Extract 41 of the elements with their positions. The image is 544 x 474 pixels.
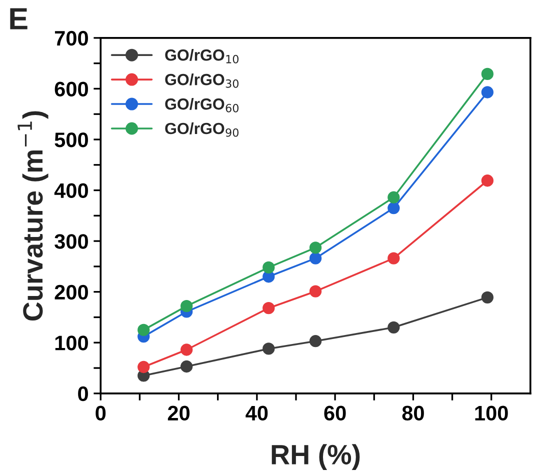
point	[138, 324, 150, 336]
point	[388, 252, 400, 264]
y-tick-label: 600	[54, 82, 88, 96]
point	[309, 252, 322, 264]
y-tick-label: 500	[54, 132, 88, 148]
point	[180, 360, 193, 373]
y-tick-label: 100	[55, 336, 88, 350]
y-tick-label: 300	[54, 234, 88, 249]
point	[481, 68, 494, 80]
x-tick-label: 60	[324, 406, 346, 421]
point	[180, 300, 193, 312]
point	[388, 202, 400, 214]
point	[180, 344, 193, 356]
legend-label: GO/rGO$_{30}$	[165, 73, 239, 88]
legend-label: GO/rGO$_{90}$	[165, 122, 239, 137]
x-tick-label: 100	[475, 406, 508, 421]
point	[309, 285, 322, 298]
x-axis-title: RH (%)	[272, 444, 360, 470]
y-axis-title: Curvature (m$^{−1}$)	[18, 111, 48, 320]
point	[481, 86, 494, 98]
point	[262, 261, 275, 274]
x-tick-label: 20	[168, 406, 190, 421]
point	[388, 191, 400, 204]
y-tick-label: 0	[78, 386, 88, 402]
point	[481, 291, 494, 304]
x-tick-label: 80	[402, 406, 424, 421]
y-tick-label: 700	[54, 30, 88, 46]
legend-label: GO/rGO$_{10}$	[165, 49, 239, 64]
x-tick-label: 0	[96, 406, 106, 421]
legend-label: GO/rGO$_{60}$	[165, 98, 239, 112]
point	[138, 360, 150, 374]
point	[388, 321, 400, 334]
point	[262, 302, 275, 314]
text: E	[10, 8, 28, 30]
point	[262, 342, 275, 355]
point	[309, 335, 322, 348]
y-tick-label: 400	[54, 183, 88, 198]
point	[481, 174, 494, 187]
y-tick-label: 200	[54, 284, 88, 300]
x-tick-label: 40	[246, 406, 268, 421]
point	[309, 242, 322, 254]
